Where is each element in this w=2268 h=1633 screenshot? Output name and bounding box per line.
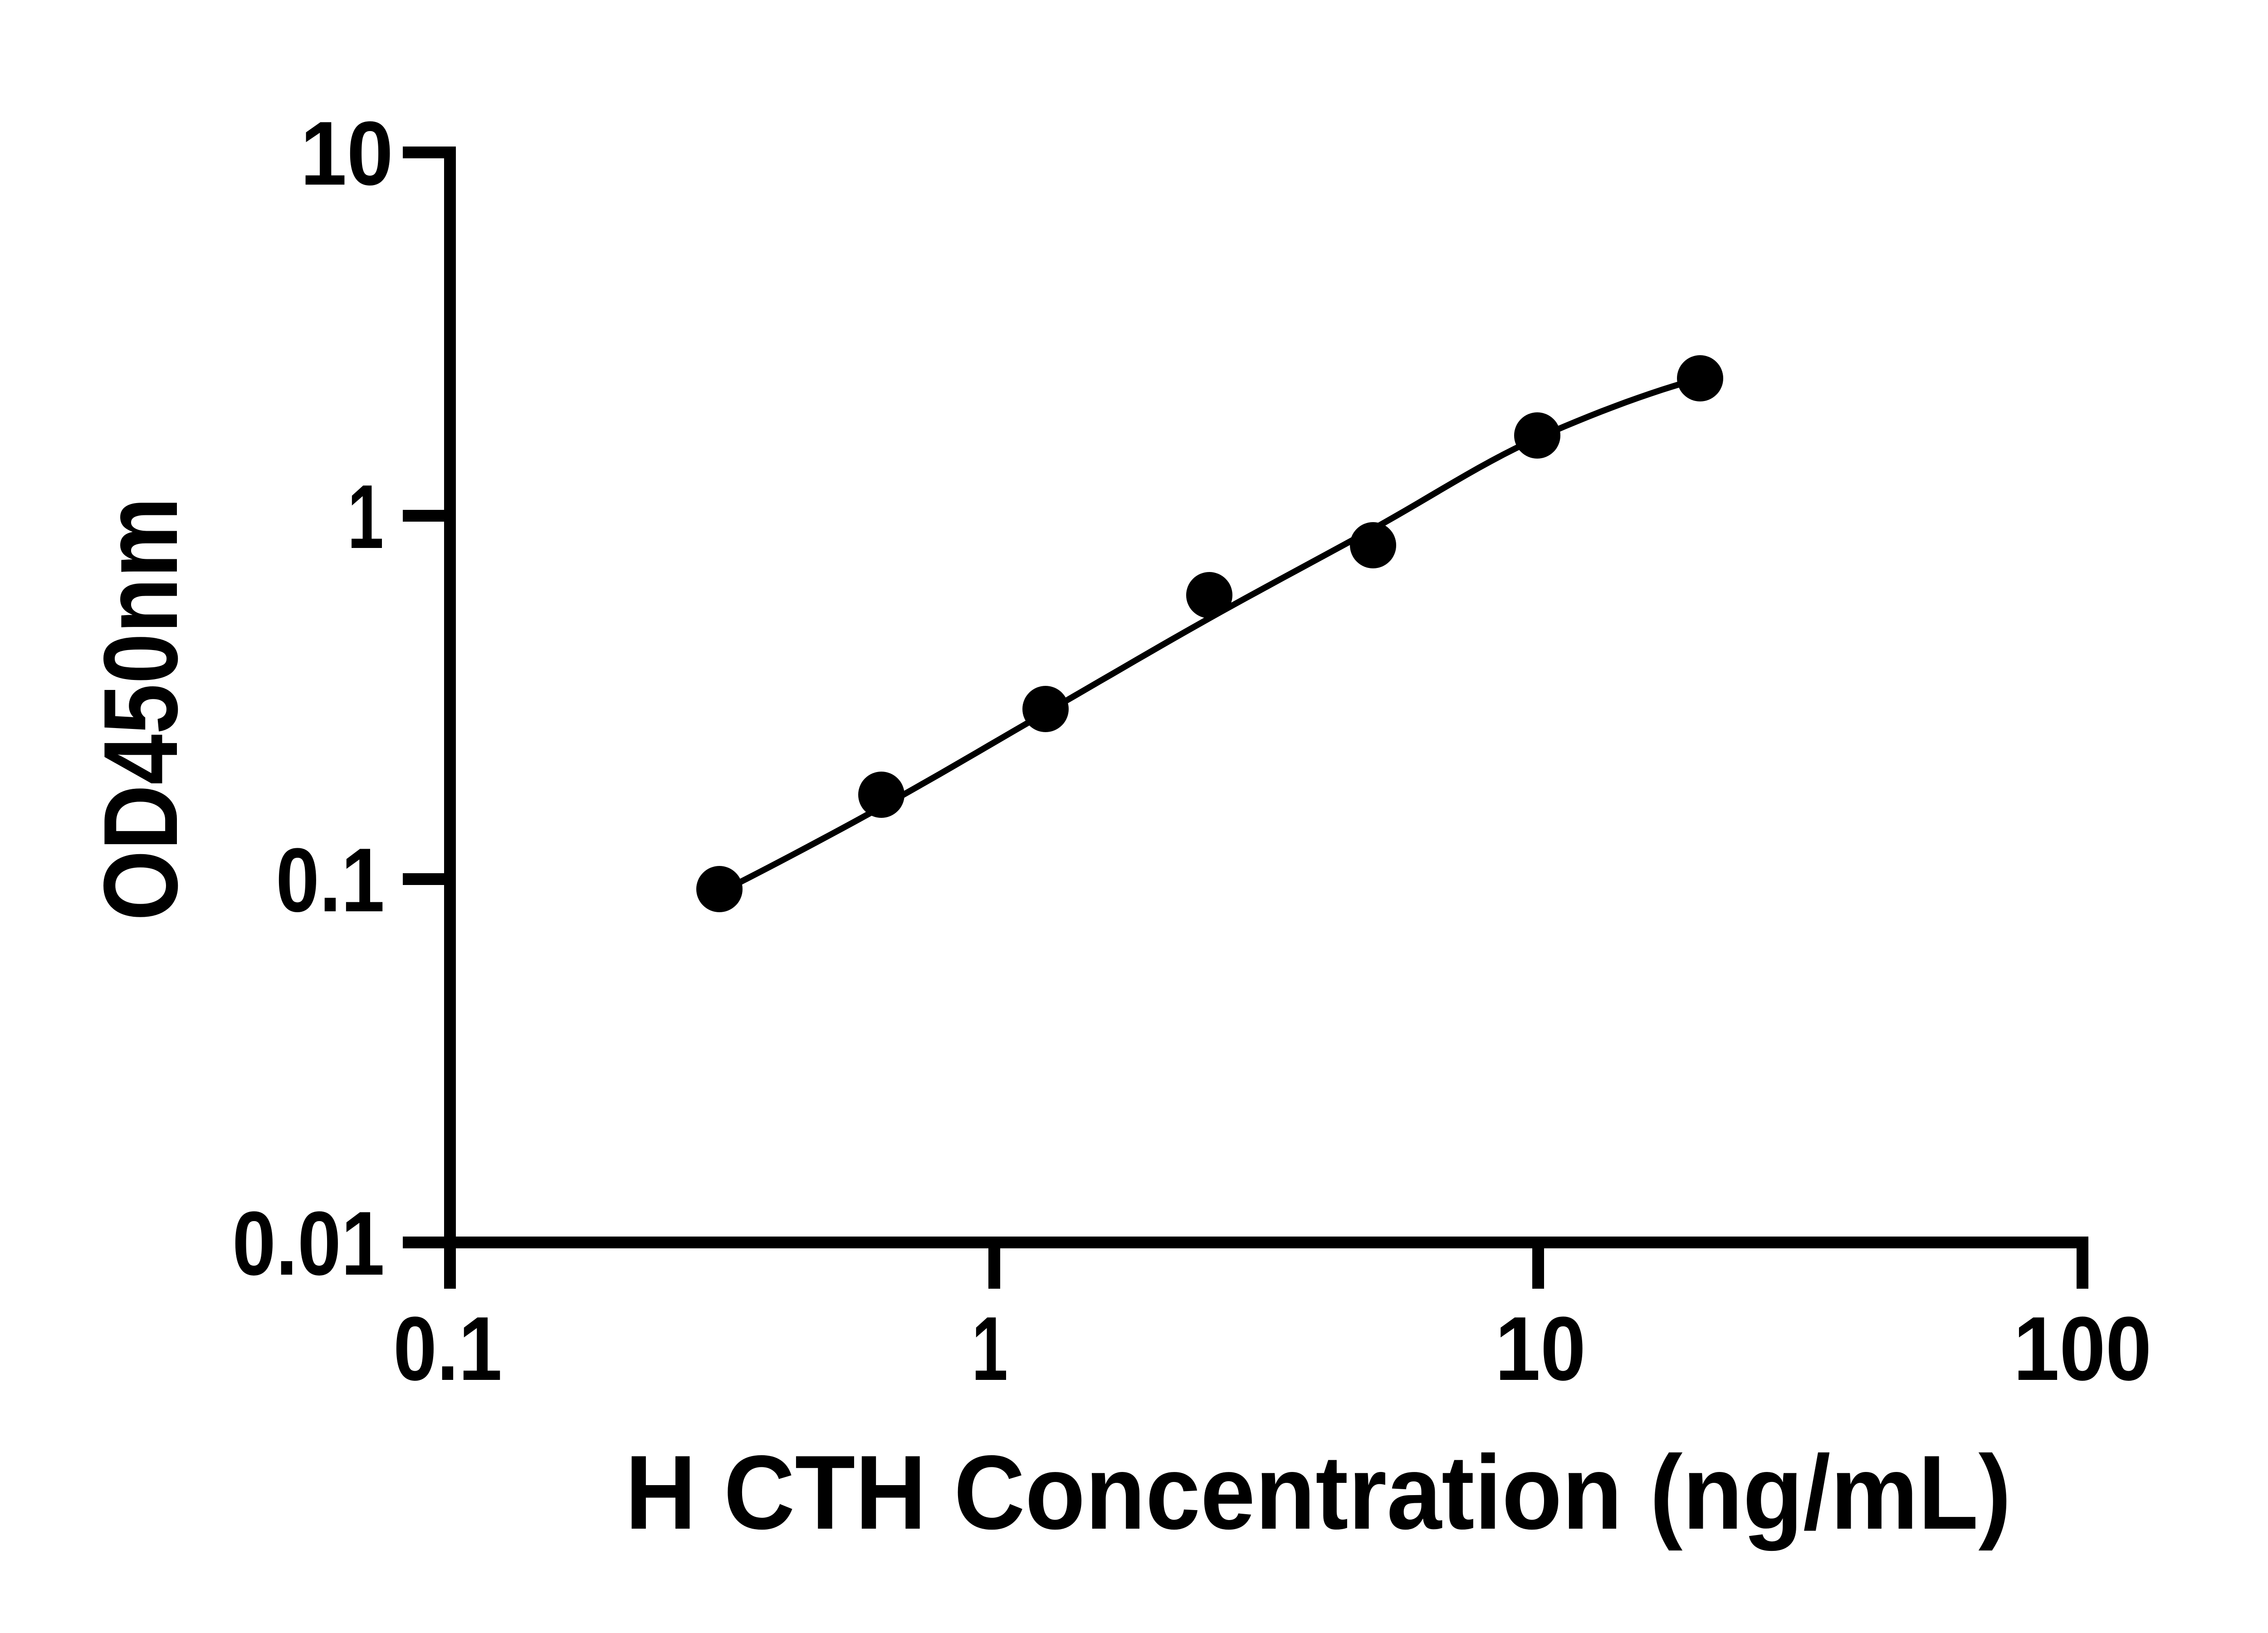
svg-text:100: 100 [2014,1298,2152,1399]
svg-text:10: 10 [1495,1298,1586,1399]
svg-text:0.01: 0.01 [232,1193,385,1294]
svg-text:10: 10 [300,103,393,204]
svg-text:H CTH Concentration (ng/mL): H CTH Concentration (ng/mL) [625,1434,2011,1551]
svg-text:1: 1 [347,466,384,567]
svg-text:OD450nm: OD450nm [82,497,200,921]
svg-text:0.1: 0.1 [276,830,385,931]
svg-text:1: 1 [972,1298,1008,1399]
svg-text:0.1: 0.1 [393,1298,502,1399]
